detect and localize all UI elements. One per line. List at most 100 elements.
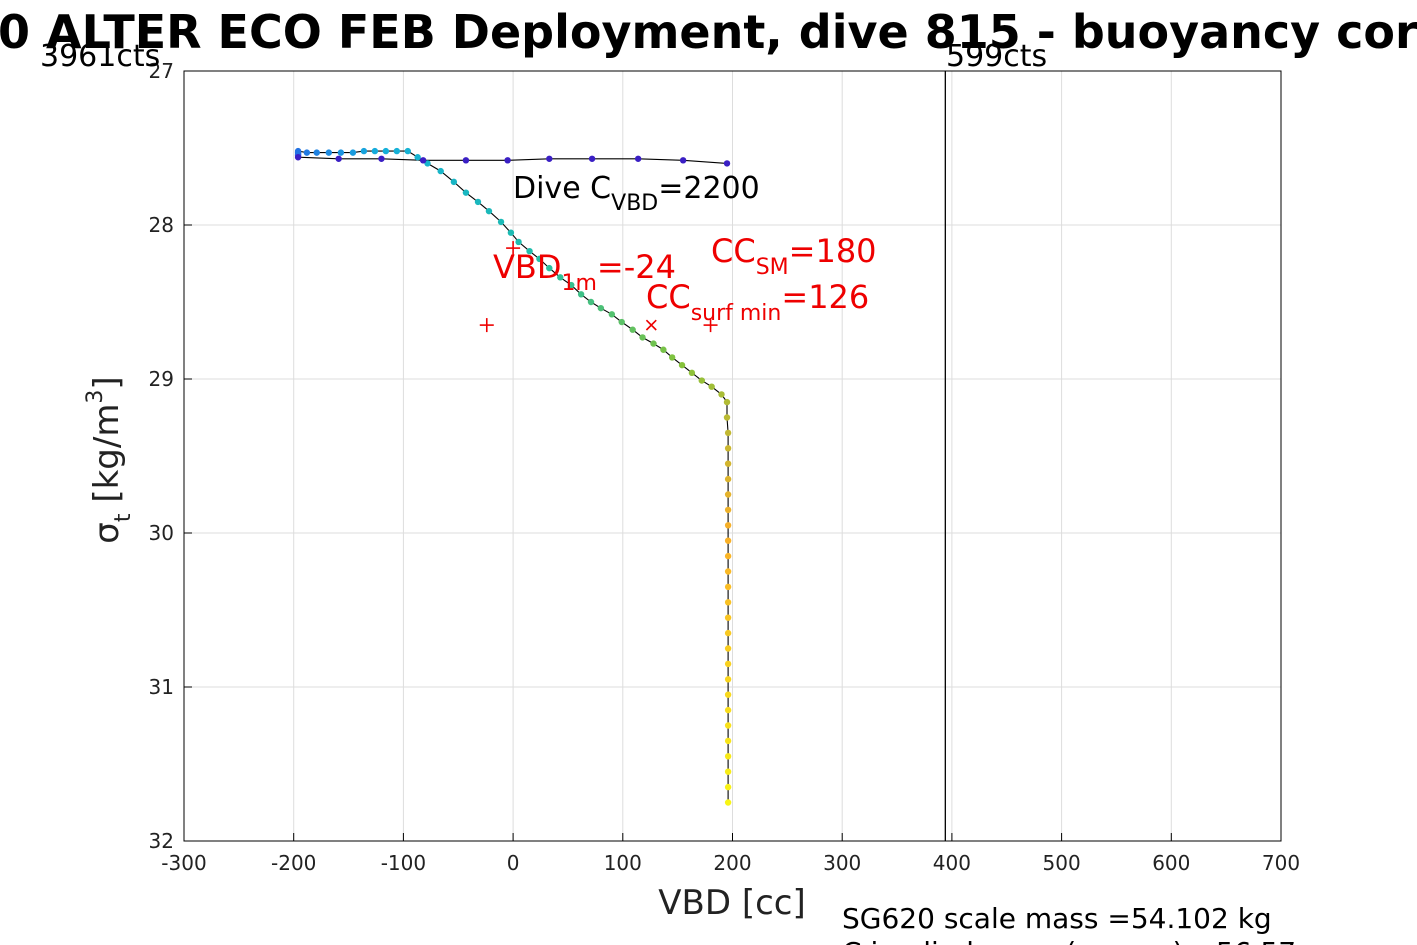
descent-data-point <box>597 304 605 312</box>
descent-data-point <box>557 274 564 281</box>
descent-data-point <box>515 238 522 246</box>
y-tick-label: 30 <box>149 521 174 545</box>
descent-data-point <box>724 676 732 683</box>
descent-data-point <box>650 340 657 347</box>
descent-data-point <box>724 506 732 514</box>
x-tick-label: 0 <box>507 851 520 875</box>
x-tick-labels: -300 -200 -100 0 100 200 300 400 500 600 700 <box>161 851 1300 875</box>
y-axis-sup: 3 <box>83 390 108 404</box>
x-tick-label: 600 <box>1152 851 1190 875</box>
descent-data-point <box>724 568 732 575</box>
cc-surf-min-suffix: =126 <box>781 278 869 316</box>
descent-data-point <box>462 189 470 196</box>
series-points <box>294 147 732 806</box>
plot-frame <box>183 70 1282 842</box>
descent-data-point <box>724 645 732 652</box>
descent-data-point <box>724 445 732 452</box>
descent-data-point <box>668 354 676 361</box>
cc-sm-annotation: CCSM=180 <box>711 232 877 280</box>
descent-data-point <box>526 247 533 255</box>
surface-data-point <box>462 157 470 164</box>
plus-marker <box>479 318 494 333</box>
descent-data-point <box>724 599 732 606</box>
cc-surf-min-prefix: CC <box>646 278 691 316</box>
surface-data-point <box>634 155 642 162</box>
cc-surf-min-sub: surf min <box>691 301 782 326</box>
x-tick-label: 700 <box>1262 851 1300 875</box>
descent-data-point <box>313 149 320 156</box>
descent-data-point <box>724 537 732 544</box>
x-tick-label: -200 <box>271 851 316 875</box>
descent-data-point <box>708 383 715 390</box>
surface-data-point <box>504 157 511 164</box>
x-tick-label: -100 <box>381 851 426 875</box>
x-tick-label: 400 <box>933 851 971 875</box>
descent-data-point <box>724 522 732 529</box>
descent-data-point <box>629 326 636 333</box>
annotation-markers <box>479 241 718 333</box>
surface-data-point <box>679 157 687 164</box>
right-count-label: 599cts <box>946 39 1047 74</box>
descent-data-point <box>382 147 390 155</box>
descent-data-point <box>724 475 732 483</box>
x-tick-label: 100 <box>604 851 642 875</box>
y-tick-labels: 27 28 29 30 31 32 <box>149 59 174 853</box>
y-tick-label: 27 <box>149 59 174 83</box>
descent-data-point <box>723 398 731 406</box>
y-tick-label: 28 <box>149 213 174 237</box>
dive-cvbd-annotation: Dive CVBD=2200 <box>513 171 760 216</box>
cc-sm-prefix: CC <box>711 232 756 270</box>
descent-data-point <box>639 334 646 341</box>
descent-data-point <box>698 377 705 384</box>
x-tick-label: -300 <box>161 851 206 875</box>
descent-data-point <box>724 629 732 637</box>
descent-data-point <box>577 291 585 298</box>
y-axis-label: σt [kg/m3] <box>83 376 136 543</box>
surface-data-point <box>378 155 385 162</box>
descent-data-point <box>724 614 732 621</box>
descent-data-point <box>724 660 732 668</box>
surface-data-point <box>546 155 553 162</box>
surface-data-point <box>723 160 731 167</box>
y-tick-label: 29 <box>149 367 174 391</box>
surface-data-point <box>294 154 302 161</box>
cc-sm-suffix: =180 <box>789 232 877 270</box>
descent-data-point <box>587 298 595 306</box>
descent-data-point <box>678 361 686 369</box>
descent-data-point <box>568 281 575 289</box>
descent-data-point <box>724 799 732 806</box>
y-tick-label: 31 <box>149 675 174 699</box>
descent-data-point <box>485 207 493 215</box>
surface-series-line <box>298 156 728 164</box>
descent-data-point <box>349 149 357 156</box>
descent-data-point <box>660 346 667 353</box>
dive-cvbd-sub: VBD <box>611 191 658 216</box>
surface-data-point <box>419 157 427 164</box>
footer-implied-mass: C implied mass (approx) =56.57 <box>842 936 1296 945</box>
vbd-1m-suffix: =-24 <box>597 248 676 286</box>
y-tick-label: 32 <box>149 829 174 853</box>
descent-data-point <box>393 147 401 155</box>
descent-data-point <box>294 147 302 155</box>
dive-cvbd-prefix: Dive C <box>513 171 611 206</box>
vbd-1m-sub: 1m <box>561 271 596 296</box>
left-count-label: 3961cts <box>40 39 160 74</box>
descent-data-point <box>371 147 379 155</box>
descent-data-point <box>360 147 368 155</box>
plus-marker <box>506 241 521 256</box>
descent-data-point <box>724 491 732 498</box>
descent-data-point <box>404 147 411 155</box>
x-tick-label: 300 <box>823 851 861 875</box>
descent-data-point <box>546 264 553 272</box>
y-axis-unit-post: ] <box>87 376 127 389</box>
y-axis-symbol: σ <box>87 522 127 544</box>
descent-data-point <box>474 198 482 206</box>
descent-data-point <box>724 460 732 467</box>
descent-data-point <box>718 391 725 398</box>
descent-data-point <box>325 149 333 156</box>
surface-data-point <box>588 155 596 162</box>
cc-sm-sub: SM <box>756 255 789 280</box>
descent-data-point <box>450 178 458 186</box>
cross-marker <box>645 319 657 331</box>
